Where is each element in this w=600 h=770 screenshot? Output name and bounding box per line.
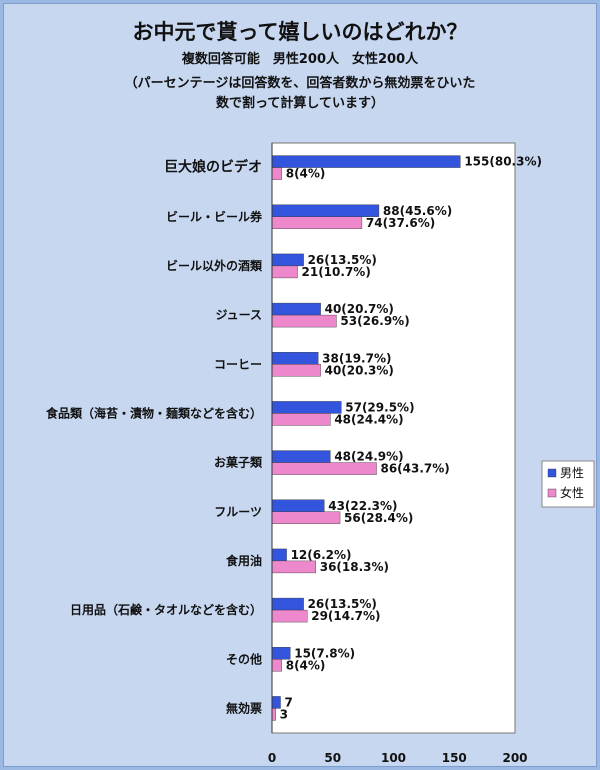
data-label-female: 21(10.7%): [302, 265, 371, 279]
data-label-female: 8(4%): [286, 658, 326, 672]
category-label: コーヒー: [214, 357, 262, 371]
category-label: その他: [226, 651, 262, 666]
legend-swatch-male: [547, 468, 557, 478]
category-label: ジュース: [215, 308, 262, 322]
x-tick-label: 100: [381, 751, 406, 765]
data-label-male: 38(19.7%): [322, 351, 391, 365]
data-label-male: 40(20.7%): [325, 302, 394, 316]
legend-label-male: 男性: [560, 466, 584, 480]
x-tick-label: 200: [502, 751, 527, 765]
bar-female: [271, 560, 316, 574]
bar-female: [271, 167, 282, 180]
bar-male: [271, 302, 321, 316]
data-label-male: 43(22.3%): [328, 499, 397, 513]
data-label-male: 57(29.5%): [345, 400, 414, 414]
category-label: 食品類（海苔・漬物・麺類などを含む）: [45, 405, 262, 420]
bar-female: [271, 462, 377, 475]
category-label: フルーツ: [214, 505, 262, 519]
data-label-female: 3: [280, 707, 288, 721]
data-label-female: 36(18.3%): [320, 560, 389, 574]
data-label-male: 155(80.3%): [464, 155, 542, 169]
data-label-male: 26(13.5%): [308, 253, 377, 267]
legend-label-female: 女性: [560, 485, 584, 500]
category-label: ビール・ビール券: [166, 209, 263, 224]
bar-female: [271, 364, 321, 377]
bar-male: [271, 352, 319, 365]
chart-note-line-2: 数で割って計算しています）: [216, 96, 384, 111]
data-label-male: 12(6.2%): [291, 548, 352, 562]
bar-female: [271, 216, 363, 229]
data-label-male: 48(24.9%): [334, 450, 403, 464]
legend-box: [541, 460, 595, 508]
x-tick-label: 0: [268, 751, 276, 765]
bar-male: [271, 597, 304, 611]
bar-female: [271, 413, 331, 426]
data-label-male: 26(13.5%): [308, 597, 377, 611]
category-label: お菓子類: [214, 455, 263, 470]
data-label-female: 74(37.6%): [366, 216, 435, 230]
legend-swatch-female: [547, 488, 557, 498]
plot-area: [271, 142, 516, 734]
bar-female: [271, 708, 276, 721]
category-label: ビール以外の酒類: [166, 258, 263, 273]
chart-note-line-1: （パーセンテージは回答数を、回答者数から無効票をひいた: [124, 76, 476, 91]
x-tick-label: 150: [442, 751, 467, 765]
data-label-male: 88(45.6%): [383, 204, 452, 218]
bar-female: [271, 511, 341, 524]
data-label-male: 7: [285, 695, 293, 709]
bar-female: [271, 609, 308, 623]
category-label: 無効票: [226, 700, 262, 715]
bar-male: [271, 401, 342, 414]
bar-male: [271, 450, 331, 463]
chart-title: お中元で貰って嬉しいのはどれか？: [132, 20, 468, 44]
bar-female: [271, 659, 282, 672]
data-label-female: 56(28.4%): [344, 511, 413, 525]
data-label-female: 29(14.7%): [311, 609, 380, 623]
bar-male: [271, 204, 380, 217]
bar-female: [271, 314, 337, 328]
data-label-male: 15(7.8%): [294, 646, 355, 660]
data-label-female: 48(24.4%): [334, 412, 403, 426]
x-tick-label: 50: [324, 751, 341, 765]
bar-female: [271, 265, 298, 279]
chart-subtitle: 複数回答可能 男性200人 女性200人: [181, 52, 419, 67]
data-label-female: 53(26.9%): [340, 314, 409, 328]
data-label-female: 86(43.7%): [380, 462, 449, 476]
bar-male: [271, 499, 325, 512]
bar-male: [271, 253, 304, 267]
category-label: 巨大娘のビデオ: [164, 159, 262, 176]
bar-male: [271, 548, 287, 562]
data-label-female: 40(20.3%): [325, 363, 394, 377]
category-label: 食用油: [225, 553, 262, 568]
data-label-female: 8(4%): [286, 167, 326, 181]
category-label: 日用品（石鹸・タオルなどを含む）: [70, 602, 262, 617]
